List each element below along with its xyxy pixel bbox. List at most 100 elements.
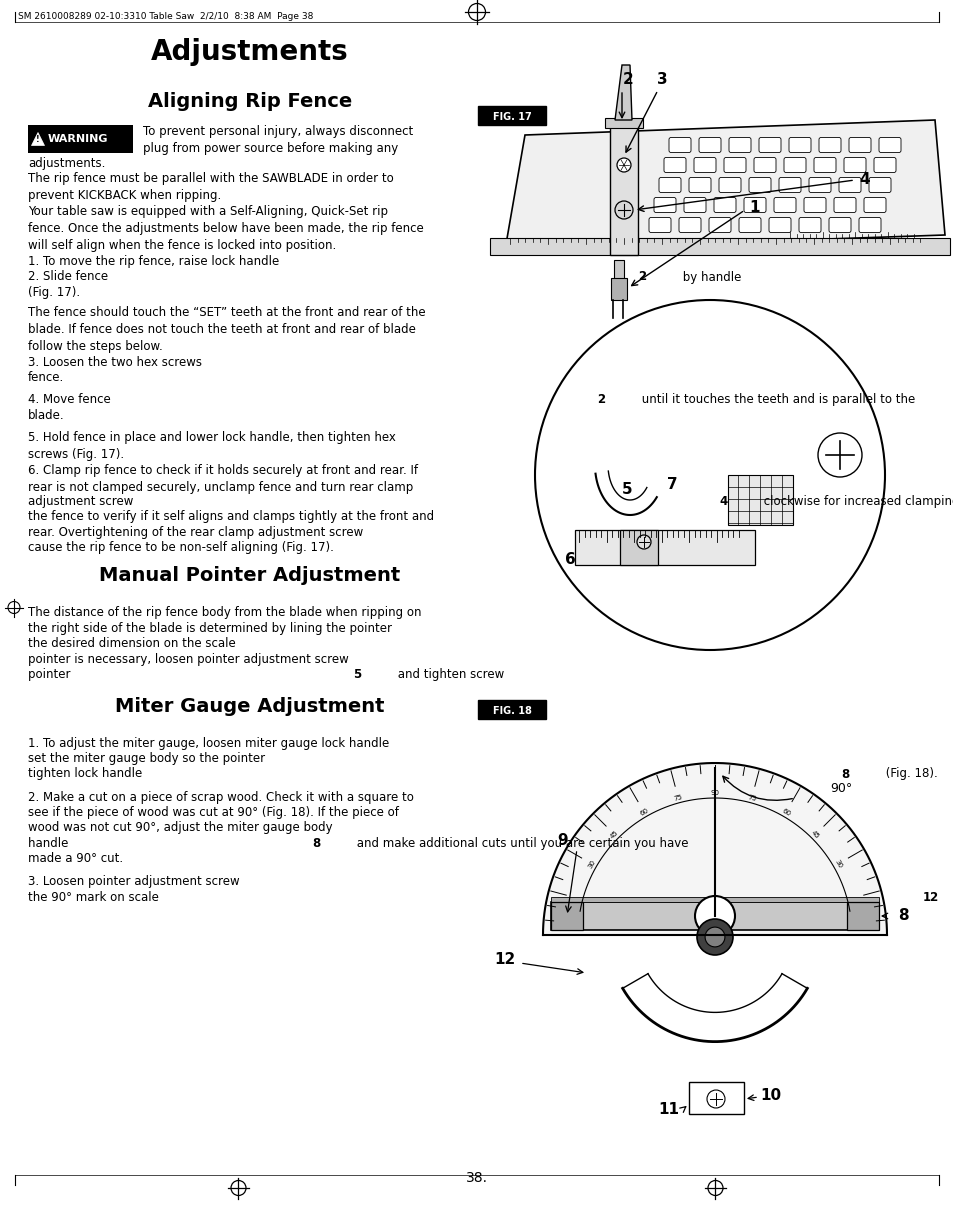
Polygon shape: [31, 132, 45, 146]
Text: 75: 75: [673, 793, 682, 802]
Text: blade.: blade.: [28, 409, 65, 422]
Text: Miter Gauge Adjustment: Miter Gauge Adjustment: [115, 696, 384, 716]
Circle shape: [617, 158, 630, 173]
FancyBboxPatch shape: [713, 198, 735, 213]
Text: tighten lock handle: tighten lock handle: [28, 768, 146, 780]
Polygon shape: [615, 64, 631, 120]
Text: 5: 5: [353, 668, 361, 682]
Circle shape: [697, 919, 732, 955]
FancyBboxPatch shape: [813, 158, 835, 173]
Text: the right side of the blade is determined by lining the pointer: the right side of the blade is determine…: [28, 622, 395, 635]
Text: Your table saw is equipped with a Self-Aligning, Quick-Set rip
fence. Once the a: Your table saw is equipped with a Self-A…: [28, 205, 423, 252]
FancyBboxPatch shape: [858, 217, 880, 232]
Text: 30: 30: [586, 859, 597, 870]
Circle shape: [535, 300, 884, 650]
Text: 90°: 90°: [829, 782, 851, 796]
Bar: [28, 125, 132, 153]
FancyBboxPatch shape: [833, 198, 855, 213]
Text: adjustments.: adjustments.: [28, 157, 105, 170]
FancyBboxPatch shape: [803, 198, 825, 213]
Bar: [846, 902, 878, 929]
FancyBboxPatch shape: [748, 177, 770, 192]
Bar: [727, 475, 792, 525]
FancyBboxPatch shape: [679, 217, 700, 232]
Polygon shape: [504, 120, 944, 250]
Text: adjustment screw: adjustment screw: [28, 495, 137, 508]
Text: made a 90° cut.: made a 90° cut.: [28, 853, 123, 865]
FancyBboxPatch shape: [818, 137, 841, 153]
Text: 75: 75: [746, 793, 756, 802]
Text: 4: 4: [859, 173, 869, 187]
Bar: [610, 278, 626, 300]
Text: FIG. 17: FIG. 17: [492, 112, 531, 122]
FancyBboxPatch shape: [759, 137, 781, 153]
Text: pointer is necessary, loosen pointer adjustment screw: pointer is necessary, loosen pointer adj…: [28, 652, 352, 666]
Text: 4. Move fence: 4. Move fence: [28, 394, 114, 407]
Bar: [609, 120, 638, 255]
Text: To prevent personal injury, always disconnect
plug from power source before maki: To prevent personal injury, always disco…: [143, 125, 413, 156]
Text: the desired dimension on the scale: the desired dimension on the scale: [28, 638, 239, 650]
Text: 3: 3: [656, 73, 666, 87]
Text: set the miter gauge body so the pointer: set the miter gauge body so the pointer: [28, 752, 269, 765]
FancyBboxPatch shape: [693, 158, 716, 173]
Circle shape: [695, 895, 734, 936]
FancyBboxPatch shape: [863, 198, 885, 213]
Text: 45: 45: [609, 830, 619, 840]
Text: The fence should touch the “SET” teeth at the front and rear of the
blade. If fe: The fence should touch the “SET” teeth a…: [28, 306, 425, 354]
Text: !: !: [36, 135, 40, 145]
FancyBboxPatch shape: [708, 217, 730, 232]
Text: and tighten screw: and tighten screw: [394, 668, 508, 682]
FancyBboxPatch shape: [743, 198, 765, 213]
Text: Adjustments: Adjustments: [151, 38, 349, 66]
FancyBboxPatch shape: [773, 198, 795, 213]
Text: 2. Slide fence: 2. Slide fence: [28, 271, 112, 283]
Text: 8: 8: [897, 909, 907, 923]
FancyBboxPatch shape: [843, 158, 865, 173]
FancyBboxPatch shape: [828, 217, 850, 232]
Bar: [477, 106, 545, 125]
Text: 45: 45: [809, 830, 820, 840]
Text: SM 2610008289 02-10:3310 Table Saw  2/2/10  8:38 AM  Page 38: SM 2610008289 02-10:3310 Table Saw 2/2/1…: [18, 12, 313, 21]
Text: 60: 60: [638, 807, 649, 816]
FancyBboxPatch shape: [848, 137, 870, 153]
Text: 2: 2: [597, 394, 605, 407]
Text: 5. Hold fence in place and lower lock handle, then tighten hex
screws (Fig. 17).: 5. Hold fence in place and lower lock ha…: [28, 431, 395, 460]
FancyBboxPatch shape: [783, 158, 805, 173]
Text: wood was not cut 90°, adjust the miter gauge body: wood was not cut 90°, adjust the miter g…: [28, 821, 336, 835]
Text: until it touches the teeth and is parallel to the: until it touches the teeth and is parall…: [638, 394, 914, 407]
Text: FIG. 18: FIG. 18: [492, 706, 531, 716]
FancyBboxPatch shape: [788, 137, 810, 153]
Bar: [551, 902, 878, 929]
Text: 6. Clamp rip fence to check if it holds securely at front and rear. If
rear is n: 6. Clamp rip fence to check if it holds …: [28, 464, 417, 495]
Text: Aligning Rip Fence: Aligning Rip Fence: [148, 92, 352, 111]
Circle shape: [637, 535, 650, 549]
Text: The distance of the rip fence body from the blade when ripping on: The distance of the rip fence body from …: [28, 606, 421, 620]
Bar: [551, 897, 878, 902]
Text: 90: 90: [710, 790, 719, 796]
Text: Manual Pointer Adjustment: Manual Pointer Adjustment: [99, 566, 400, 586]
Bar: [490, 238, 949, 255]
Text: 12: 12: [494, 953, 515, 967]
FancyBboxPatch shape: [873, 158, 895, 173]
Text: 60: 60: [780, 807, 791, 816]
FancyBboxPatch shape: [753, 158, 775, 173]
Text: 6: 6: [564, 553, 575, 567]
FancyBboxPatch shape: [878, 137, 900, 153]
Bar: [575, 530, 754, 565]
Bar: [688, 1083, 743, 1114]
Text: by handle: by handle: [678, 271, 744, 283]
Bar: [614, 260, 623, 279]
Text: 9: 9: [558, 833, 568, 848]
FancyBboxPatch shape: [739, 217, 760, 232]
FancyBboxPatch shape: [728, 137, 750, 153]
Bar: [604, 118, 642, 128]
Text: 3. Loosen the two hex screws: 3. Loosen the two hex screws: [28, 356, 206, 369]
Text: see if the piece of wood was cut at 90° (Fig. 18). If the piece of: see if the piece of wood was cut at 90° …: [28, 806, 398, 819]
FancyBboxPatch shape: [838, 177, 861, 192]
Text: the 90° mark on scale: the 90° mark on scale: [28, 891, 162, 904]
FancyBboxPatch shape: [654, 198, 676, 213]
FancyBboxPatch shape: [699, 137, 720, 153]
Text: 2: 2: [638, 271, 645, 283]
FancyBboxPatch shape: [719, 177, 740, 192]
Text: (Fig. 18).: (Fig. 18).: [882, 768, 937, 780]
